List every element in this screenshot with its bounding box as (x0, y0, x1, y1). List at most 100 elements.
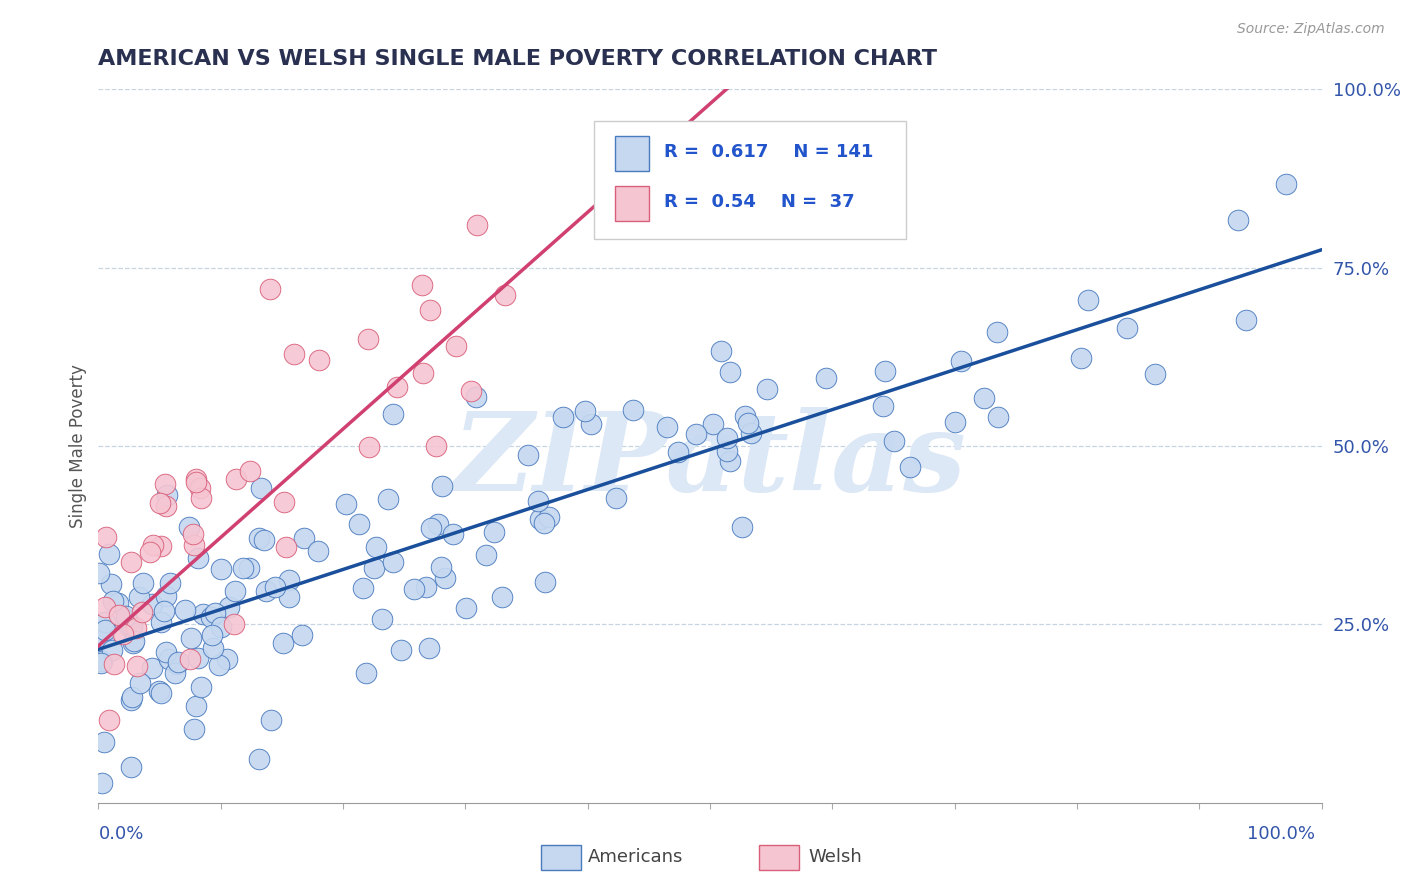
Point (277, 573, 299, 587)
Point (755, 383, 778, 397)
Point (419, 521, 441, 535)
Point (441, 527, 464, 541)
FancyBboxPatch shape (614, 136, 650, 171)
Point (121, 690, 143, 704)
Point (156, 488, 179, 502)
Point (93, 630, 115, 644)
Point (90, 656, 112, 670)
Point (389, 643, 412, 657)
Point (98, 547, 121, 561)
Point (225, 471, 247, 485)
Text: Source: ZipAtlas.com: Source: ZipAtlas.com (1237, 22, 1385, 37)
Point (716, 431, 738, 445)
Point (107, 596, 129, 610)
Point (188, 481, 211, 495)
Text: Welsh: Welsh (808, 848, 862, 866)
Point (200, 610, 222, 624)
Point (973, 391, 995, 405)
Point (986, 325, 1008, 339)
Point (308, 353, 330, 368)
Point (434, 571, 457, 585)
Point (1070, 351, 1092, 365)
Point (141, 661, 163, 675)
Point (108, 608, 131, 623)
Point (157, 651, 180, 665)
Point (291, 628, 314, 642)
Point (142, 538, 165, 552)
Point (260, 713, 283, 727)
Point (201, 628, 224, 642)
Point (183, 527, 205, 541)
Point (98, 713, 121, 727)
Point (553, 410, 575, 425)
Text: ZIPatlas: ZIPatlas (453, 407, 967, 514)
Point (1077, 293, 1099, 307)
Point (155, 499, 177, 513)
Point (402, 582, 425, 596)
Point (1227, 212, 1250, 227)
Point (491, 591, 513, 605)
Point (273, 495, 295, 509)
Point (371, 612, 394, 626)
Point (117, 618, 139, 632)
Point (454, 601, 477, 615)
Point (352, 581, 374, 595)
Point (174, 603, 197, 617)
Point (495, 288, 517, 302)
Point (87, 652, 110, 666)
Point (356, 332, 378, 346)
Point (100, 577, 122, 591)
Text: R =  0.617    N = 141: R = 0.617 N = 141 (664, 143, 873, 161)
Point (121, 619, 143, 633)
Point (166, 657, 188, 671)
Point (117, 614, 139, 628)
Point (364, 540, 387, 554)
Point (460, 384, 482, 398)
Point (430, 479, 453, 493)
Point (187, 651, 209, 665)
Point (307, 544, 329, 558)
Point (814, 371, 837, 385)
Point (538, 509, 561, 524)
Point (101, 642, 124, 657)
Point (412, 366, 434, 380)
Point (740, 426, 762, 441)
Point (274, 540, 297, 554)
Point (222, 617, 245, 632)
Point (201, 640, 224, 655)
Point (883, 434, 905, 448)
Point (94, 615, 117, 629)
Point (949, 354, 972, 368)
Point (385, 380, 408, 394)
Point (224, 584, 246, 599)
Point (141, 597, 163, 611)
Point (125, 621, 148, 635)
Point (1115, 321, 1137, 335)
Point (730, 520, 752, 534)
Point (271, 636, 294, 650)
Point (155, 589, 177, 603)
Point (150, 686, 173, 700)
Point (115, 609, 138, 624)
Point (93, 735, 115, 749)
Point (259, 282, 281, 296)
Point (186, 472, 208, 486)
Point (335, 497, 357, 511)
Point (734, 409, 756, 423)
Point (425, 439, 447, 453)
Point (943, 415, 966, 429)
Point (132, 575, 155, 590)
Point (253, 533, 276, 547)
Point (96, 530, 118, 544)
Point (382, 555, 405, 569)
Point (872, 399, 894, 413)
Point (148, 684, 170, 698)
Point (153, 604, 176, 618)
Point (103, 657, 125, 672)
Point (101, 593, 124, 607)
Y-axis label: Single Male Poverty: Single Male Poverty (69, 364, 87, 528)
Point (129, 676, 152, 690)
Point (685, 426, 707, 441)
Point (190, 680, 212, 694)
Point (131, 605, 153, 619)
